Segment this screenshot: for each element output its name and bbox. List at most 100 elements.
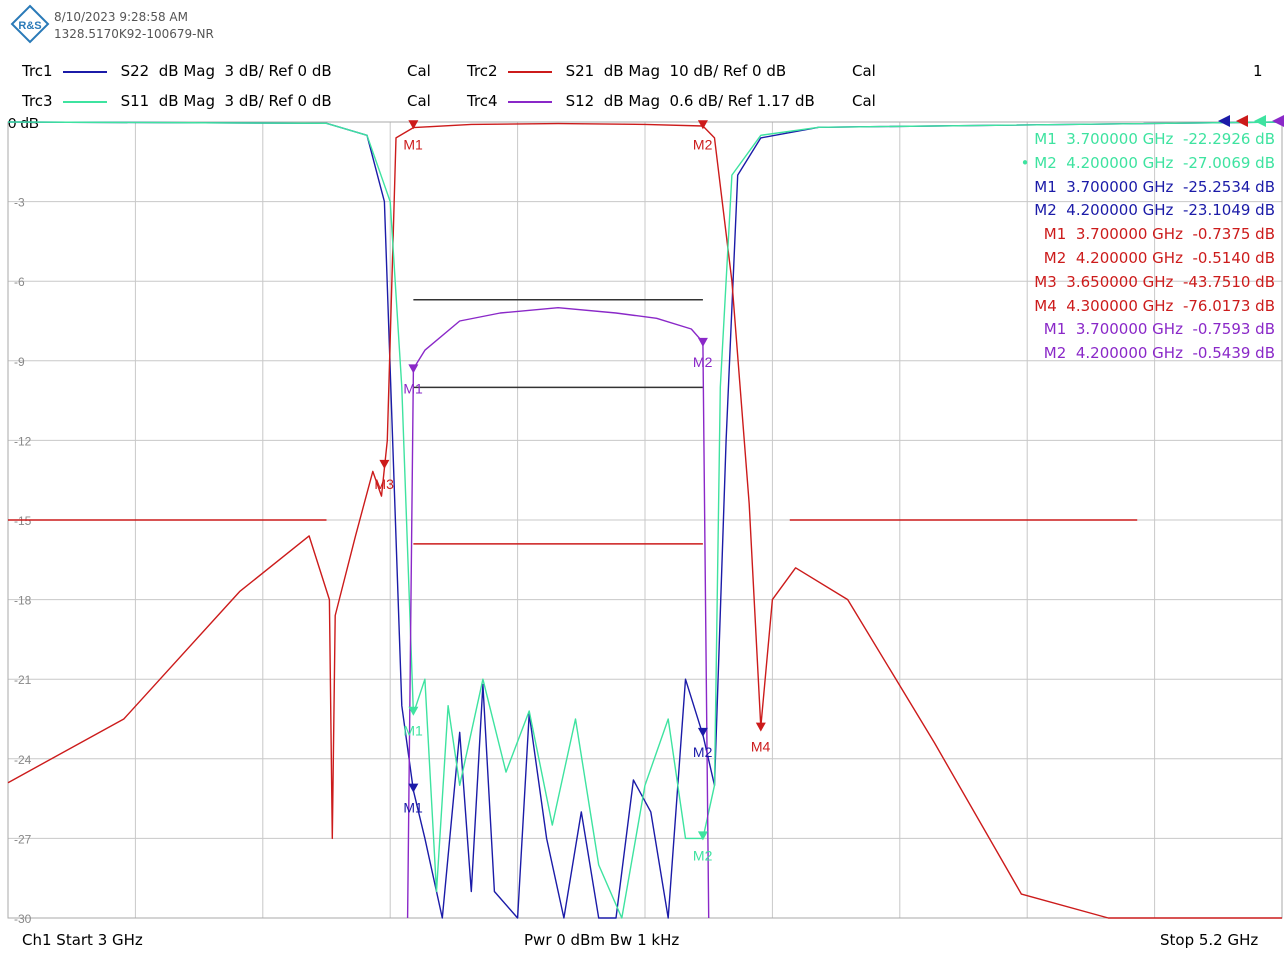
marker-triangle: [408, 783, 419, 793]
trace-1-cal: Cal: [407, 62, 431, 80]
marker-triangle: [697, 120, 708, 130]
marker-label: M1: [403, 380, 423, 396]
stop-frequency[interactable]: Stop 5.2 GHz: [1160, 931, 1259, 949]
start-frequency[interactable]: Ch1 Start 3 GHz: [22, 931, 143, 949]
trace-param: S11: [120, 92, 150, 110]
marker-triangle: [697, 831, 708, 841]
marker-frequency: 4.300000 GHz: [1066, 296, 1174, 315]
y-tick-label: -3: [14, 196, 25, 210]
y-tick-label: -15: [14, 514, 32, 528]
trace-4-cal: Cal: [852, 92, 876, 110]
marker-value: -25.2534 dB: [1182, 177, 1275, 196]
marker-row[interactable]: M2 4.200000 GHz -0.5439 dB: [1021, 342, 1275, 366]
marker-value: -0.5439 dB: [1192, 344, 1275, 363]
trace-4-legend[interactable]: Trc4 S12 dB Mag 0.6 dB/ Ref 1.17 dB: [467, 92, 815, 110]
marker-value: -22.2926 dB: [1182, 130, 1275, 148]
trace-line-swatch: [62, 100, 107, 103]
active-marker-dot: •: [1020, 153, 1035, 172]
trace-2-legend[interactable]: Trc2 S21 dB Mag 10 dB/ Ref 0 dB: [467, 62, 787, 80]
marker-row[interactable]: M4 4.300000 GHz -76.0173 dB: [1021, 295, 1275, 319]
marker-triangle: [408, 706, 419, 716]
marker-label: M2: [1043, 344, 1067, 363]
marker-triangle: [408, 364, 419, 374]
timestamp: 8/10/2023 9:28:58 AM: [54, 10, 188, 24]
marker-table: M1 3.700000 GHz -22.2926 dB • M2 4.200000…: [1021, 128, 1275, 366]
trace-3-legend[interactable]: Trc3 S11 dB Mag 3 dB/ Ref 0 dB: [22, 92, 332, 110]
marker-value: -0.7375 dB: [1192, 225, 1275, 244]
trace-param: S21: [565, 62, 595, 80]
marker-label: M2: [693, 744, 713, 760]
y-tick-label: -9: [14, 355, 25, 369]
trace-2-cal: Cal: [852, 62, 876, 80]
marker-label: M4: [751, 739, 771, 755]
y-tick-label: -21: [14, 673, 32, 687]
marker-value: -76.0173 dB: [1182, 296, 1275, 315]
marker-value: -43.7510 dB: [1182, 272, 1275, 291]
marker-triangle: [379, 459, 390, 469]
device-id: 1328.5170K92-100679-NR: [54, 27, 214, 41]
marker-value: -23.1049 dB: [1182, 201, 1275, 220]
trace-3-cal: Cal: [407, 92, 431, 110]
marker-label: M1: [1034, 177, 1057, 196]
marker-triangle: [697, 337, 708, 347]
marker-label: M3: [1034, 272, 1057, 291]
trace-line-swatch: [62, 70, 107, 73]
trace-name: Trc3: [22, 92, 53, 110]
trace-name: Trc4: [467, 92, 498, 110]
marker-label: M2: [693, 354, 713, 370]
marker-frequency: 4.200000 GHz: [1066, 153, 1174, 172]
marker-label: M2: [1034, 201, 1057, 220]
marker-row[interactable]: M3 3.650000 GHz -43.7510 dB: [1021, 271, 1275, 295]
marker-triangle: [697, 727, 708, 737]
marker-label: M1: [403, 800, 423, 816]
marker-label: M2: [693, 847, 713, 863]
channel-number: 1: [1253, 62, 1263, 80]
y-tick-label: -6: [14, 275, 25, 289]
reference-arrow-icon: [1218, 115, 1230, 127]
reference-arrow-icon: [1236, 115, 1248, 127]
marker-label: M2: [693, 136, 713, 152]
marker-frequency: 4.200000 GHz: [1075, 344, 1183, 363]
marker-frequency: 3.700000 GHz: [1066, 177, 1174, 196]
marker-row[interactable]: M1 3.700000 GHz -0.7593 dB: [1021, 318, 1275, 342]
marker-frequency: 4.200000 GHz: [1066, 201, 1174, 220]
marker-row[interactable]: M1 3.700000 GHz -22.2926 dB: [1021, 128, 1275, 152]
trace-name: Trc1: [22, 62, 53, 80]
marker-label: M3: [374, 476, 394, 492]
marker-row[interactable]: M1 3.700000 GHz -0.7375 dB: [1021, 223, 1275, 247]
marker-frequency: 4.200000 GHz: [1075, 248, 1183, 267]
marker-triangle: [755, 722, 766, 732]
power-bandwidth[interactable]: Pwr 0 dBm Bw 1 kHz: [524, 931, 680, 949]
marker-row[interactable]: M2 4.200000 GHz -0.5140 dB: [1021, 247, 1275, 271]
trace-param: S22: [120, 62, 150, 80]
marker-value: -27.0069 dB: [1182, 153, 1275, 172]
marker-row[interactable]: M1 3.700000 GHz -25.2534 dB: [1021, 176, 1275, 200]
marker-row[interactable]: M2 4.200000 GHz -23.1049 dB: [1021, 199, 1275, 223]
reference-level-label: 0 dB: [8, 115, 39, 132]
marker-label: M1: [1043, 320, 1067, 339]
marker-label: M1: [1034, 130, 1057, 148]
marker-label: M4: [1034, 296, 1057, 315]
marker-value: -0.5140 dB: [1192, 248, 1275, 267]
marker-frequency: 3.700000 GHz: [1075, 225, 1183, 244]
trace-param: S12: [565, 92, 595, 110]
marker-value: -0.7593 dB: [1192, 320, 1275, 339]
y-tick-label: -27: [14, 832, 32, 846]
trace-name: Trc2: [467, 62, 498, 80]
marker-label: M1: [403, 136, 423, 152]
marker-label: M1: [403, 723, 423, 739]
y-tick-label: -12: [14, 434, 32, 448]
trace-s12: [406, 306, 710, 919]
trace-1-legend[interactable]: Trc1 S22 dB Mag 3 dB/ Ref 0 dB: [22, 62, 332, 80]
marker-label: M2: [1043, 248, 1067, 267]
trace-s21: [7, 122, 1282, 919]
trace-s11: [7, 121, 1283, 919]
marker-frequency: 3.650000 GHz: [1066, 272, 1174, 291]
reference-arrow-icon: [1254, 115, 1266, 127]
marker-frequency: 3.700000 GHz: [1075, 320, 1183, 339]
svg-text:R&S: R&S: [18, 20, 41, 32]
marker-label: M1: [1043, 225, 1067, 244]
marker-row[interactable]: • M2 4.200000 GHz -27.0069 dB: [1021, 152, 1275, 176]
y-tick-label: -24: [14, 753, 32, 767]
